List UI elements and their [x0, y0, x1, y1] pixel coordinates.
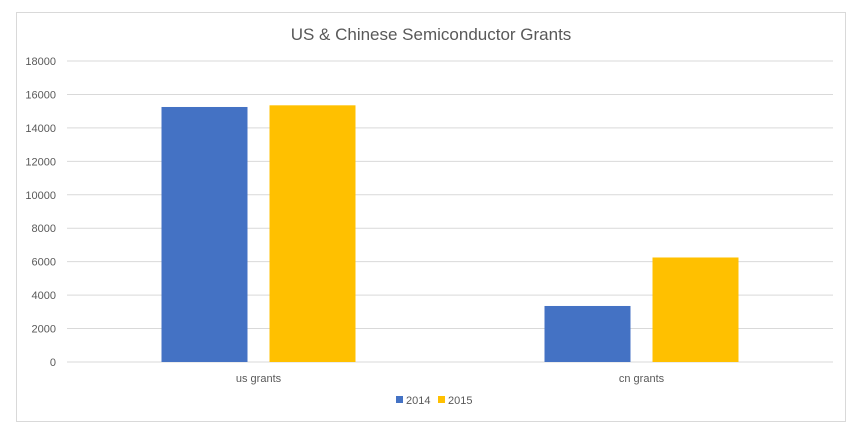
- y-tick-label: 4000: [32, 290, 56, 302]
- legend-swatch-2015: [438, 396, 445, 403]
- bar-2014-cn-grants: [544, 305, 631, 362]
- y-tick-label: 12000: [25, 156, 56, 168]
- bar-2015-cn-grants: [652, 257, 739, 362]
- legend-swatch-2014: [396, 396, 403, 403]
- y-tick-label: 0: [50, 357, 56, 369]
- chart-title: US & Chinese Semiconductor Grants: [291, 25, 572, 44]
- y-tick-label: 2000: [32, 324, 56, 336]
- x-category-label: cn grants: [619, 373, 665, 385]
- y-tick-label: 10000: [25, 190, 56, 202]
- y-tick-label: 8000: [32, 223, 56, 235]
- y-tick-label: 6000: [32, 257, 56, 269]
- bar-2014-us-grants: [161, 106, 248, 362]
- y-axis-tick-labels: 0 2000 4000 6000 8000 10000 12000 14000 16000 180…: [25, 56, 56, 369]
- y-tick-label: 18000: [25, 56, 56, 68]
- x-category-label: us grants: [236, 373, 282, 385]
- legend-label: 2014: [406, 395, 430, 407]
- bars: [161, 105, 739, 362]
- y-tick-label: 14000: [25, 123, 56, 135]
- x-axis-category-labels: us grants cn grants: [236, 373, 665, 385]
- y-tick-label: 16000: [25, 89, 56, 101]
- bar-2015-us-grants: [269, 105, 356, 362]
- legend-label: 2015: [448, 395, 472, 407]
- legend: 2014 2015: [396, 395, 472, 407]
